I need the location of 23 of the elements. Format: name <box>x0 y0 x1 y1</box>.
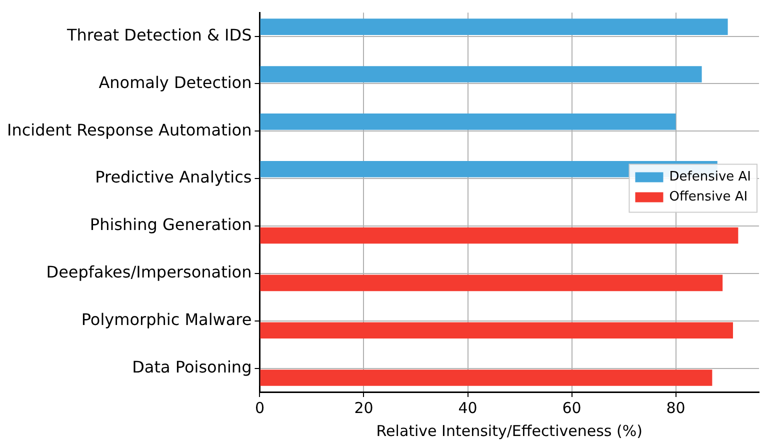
bar <box>260 18 728 35</box>
y-tick-label: Polymorphic Malware <box>81 310 252 330</box>
bar <box>260 114 676 130</box>
y-tick-label: Data Poisoning <box>132 357 252 376</box>
y-tick-label: Threat Detection & IDS <box>66 25 252 44</box>
x-axis-title: Relative Intensity/Effectiveness (%) <box>376 422 642 440</box>
y-tick-label: Predictive Analytics <box>95 168 252 187</box>
x-tick-label: 0 <box>254 398 264 417</box>
y-tick-label: Incident Response Automation <box>7 120 252 140</box>
x-tick-label: 40 <box>458 398 478 417</box>
bar <box>260 370 712 386</box>
y-tick-label: Anomaly Detection <box>98 72 252 92</box>
bar <box>260 274 723 292</box>
x-tick-label: 60 <box>562 398 582 417</box>
y-tick-label: Deepfakes/Impersonation <box>46 262 252 282</box>
legend-label: Defensive AI <box>669 170 752 185</box>
x-tick-label: 20 <box>354 398 374 417</box>
bar <box>260 322 733 339</box>
bar <box>260 227 738 244</box>
x-tick-label: 80 <box>666 398 686 417</box>
bar <box>260 66 702 82</box>
y-tick-label: Phishing Generation <box>90 215 252 234</box>
legend-label: Offensive AI <box>669 190 748 205</box>
